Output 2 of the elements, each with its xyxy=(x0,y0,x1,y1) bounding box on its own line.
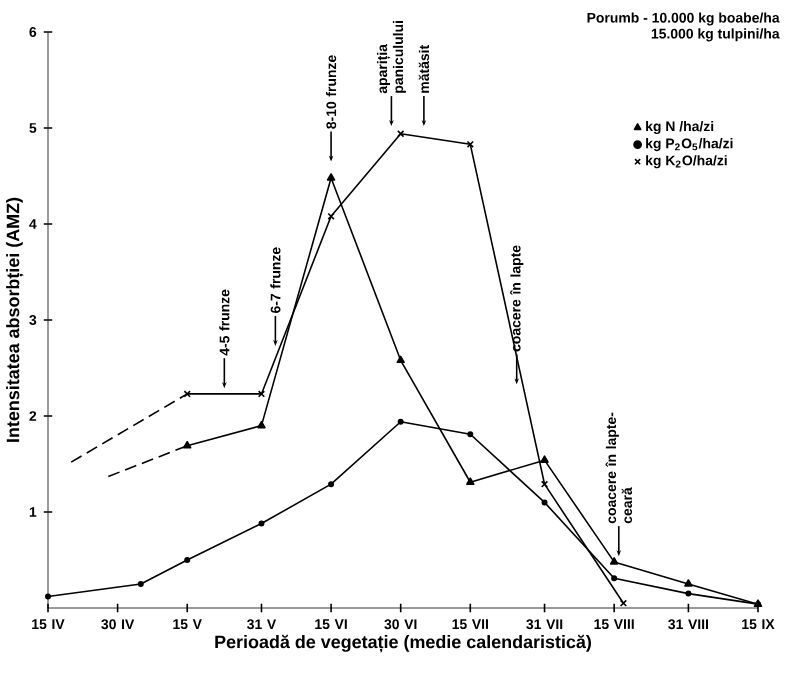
x-axis-title: Perioadă de vegetație (medie calendaristică) xyxy=(215,634,591,653)
y-axis-title: Intensitatea absorbției (AMZ) xyxy=(6,197,24,442)
